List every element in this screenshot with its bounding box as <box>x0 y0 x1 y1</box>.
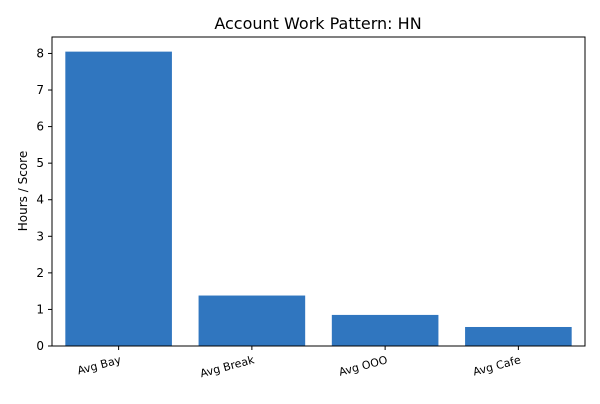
bar-avg-ooo <box>331 314 439 346</box>
y-axis-label: Hours / Score <box>16 151 30 231</box>
y-tick-label: 6 <box>36 120 44 134</box>
bars-layer <box>65 51 572 346</box>
bar-avg-break <box>198 295 306 346</box>
y-tick-label: 7 <box>36 83 44 97</box>
y-axis-ticks: 0 1 2 3 4 5 6 7 8 <box>36 46 52 353</box>
plot-frame <box>51 36 586 347</box>
y-tick-label: 1 <box>36 302 44 316</box>
y-tick-label: 8 <box>36 46 44 60</box>
y-tick-label: 2 <box>36 266 44 280</box>
bar-avg-bay <box>65 51 172 346</box>
y-tick-label: 5 <box>36 156 44 170</box>
y-tick-label: 0 <box>36 339 44 353</box>
y-tick-label: 4 <box>36 193 44 207</box>
bar-avg-cafe <box>465 326 572 346</box>
y-tick-label: 3 <box>36 229 44 243</box>
chart-title: Account Work Pattern: HN <box>214 14 421 33</box>
